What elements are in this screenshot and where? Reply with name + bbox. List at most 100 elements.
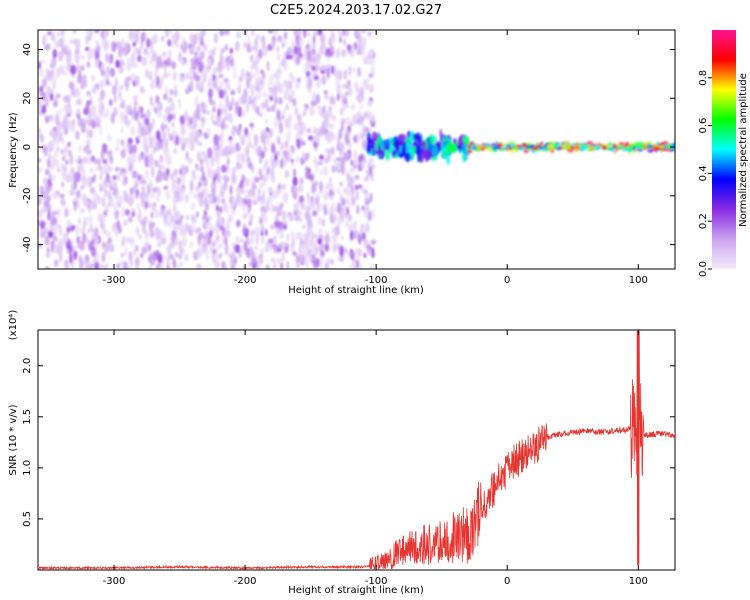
spectrogram-blob-803 <box>283 51 287 57</box>
spectrogram-blob-1557 <box>212 99 216 107</box>
spectrogram-blob-2252 <box>221 265 227 269</box>
spectrogram-blob-1783 <box>170 100 173 110</box>
spectrogram-blob-1282 <box>73 250 78 261</box>
spectrogram-blob-1407 <box>149 95 153 106</box>
spectrogram-blob-1884 <box>354 81 359 90</box>
spectrogram-blob-1488 <box>53 100 58 108</box>
spectrogram-blob-2519 <box>385 143 391 151</box>
spectrogram-blob-696 <box>357 66 361 78</box>
spectrogram-blob-1198 <box>43 33 48 43</box>
spectrogram-blob-1062 <box>50 216 55 226</box>
spectrogram-blob-1410 <box>276 189 281 195</box>
spectrogram-blob-580 <box>265 264 270 269</box>
spectrogram-blob-0 <box>161 50 167 58</box>
spectrogram-blob-1782 <box>367 53 373 60</box>
spectrogram-blob-1727 <box>103 246 107 252</box>
spectrogram-blob-1968 <box>82 156 89 164</box>
spectrogram-blob-1768 <box>47 140 53 149</box>
spectrogram-blob-1956 <box>132 30 137 42</box>
spectrogram-blob-1792 <box>225 94 229 105</box>
spectrogram-blob-1894 <box>74 53 80 65</box>
spectrogram-blob-26 <box>318 154 325 160</box>
spectrogram-blob-1808 <box>163 185 169 190</box>
spectrogram-blob-630 <box>212 106 216 113</box>
spectrogram-blob-2059 <box>126 146 130 152</box>
spectrogram-blob-828 <box>329 96 335 105</box>
spectrogram-blob-3044 <box>509 146 512 151</box>
spectrogram-blob-2100 <box>81 193 87 203</box>
spectrogram-blob-2297 <box>60 149 64 155</box>
spectrogram-blob-2415 <box>419 154 424 163</box>
spectrogram-blob-1764 <box>235 105 239 114</box>
spectrogram-blob-1899 <box>149 192 155 199</box>
spectrogram-blob-3001 <box>522 149 530 153</box>
spectrogram-blob-2271 <box>192 115 198 124</box>
spectrogram-frame <box>37 29 676 270</box>
spectrogram-blob-1613 <box>118 202 121 209</box>
spectrogram-blob-2207 <box>240 68 246 79</box>
spectrogram-blob-2235 <box>128 196 134 207</box>
spectrogram-blob-2206 <box>50 163 54 170</box>
spectrogram-blob-1779 <box>75 224 80 236</box>
spectrogram-blob-800 <box>293 168 296 178</box>
spectrogram-blob-529 <box>351 103 356 111</box>
spectrogram-blob-920 <box>244 127 248 136</box>
spectrogram-blob-2257 <box>192 37 196 49</box>
spectrogram-blob-503 <box>124 245 127 257</box>
spectrogram-blob-797 <box>148 70 153 81</box>
spectrogram-blob-2084 <box>350 195 356 206</box>
spectrogram-blob-2263 <box>45 184 51 194</box>
spectrogram-blob-2243 <box>46 43 51 50</box>
spectrogram-blob-501 <box>288 94 293 104</box>
spectrogram-blob-1186 <box>232 195 236 207</box>
spectrogram-blob-1265 <box>296 138 301 148</box>
spectrogram-blob-1654 <box>261 34 265 42</box>
spectrogram-blob-2887 <box>632 149 637 153</box>
spectrogram-blob-1012 <box>312 210 318 217</box>
spectrogram-blob-2281 <box>42 78 47 89</box>
spectrogram-blob-1132 <box>189 241 194 249</box>
spectrogram-blob-1058 <box>300 201 306 211</box>
spectrogram-blob-1755 <box>207 236 211 245</box>
spectrogram-blob-1683 <box>335 161 342 171</box>
spectrogram-blob-2934 <box>617 145 622 150</box>
spectrogram-blob-1745 <box>115 172 120 180</box>
spectrogram-blob-1989 <box>79 208 85 214</box>
spectrogram-blob-889 <box>146 38 151 48</box>
spectrogram-blob-1359 <box>320 49 325 56</box>
spectrogram-blob-1051 <box>179 136 185 146</box>
spectrogram-blob-2102 <box>293 123 299 130</box>
spectrogram-blob-312 <box>352 67 357 73</box>
spectrogram-blob-2183 <box>314 134 320 143</box>
spectrogram-blob-781 <box>173 112 176 121</box>
spectrogram-blob-1861 <box>147 159 153 168</box>
spectrogram-blob-1983 <box>115 41 122 50</box>
spectrogram-blob-2155 <box>271 37 276 49</box>
spectrogram-blob-1470 <box>97 95 104 104</box>
spectrogram-blob-1527 <box>166 256 171 265</box>
spectrogram-blob-2197 <box>122 180 126 186</box>
spectrogram-blob-2090 <box>123 50 128 57</box>
spectrogram-blob-2261 <box>70 88 74 96</box>
spectrogram-blob-335 <box>171 122 175 128</box>
spectrogram-blob-1756 <box>330 123 335 130</box>
spectrogram-blob-1978 <box>214 266 220 269</box>
spectrogram-blob-1717 <box>147 122 153 133</box>
spectrogram-blob-2161 <box>287 46 293 56</box>
spectrogram-blob-477 <box>144 68 149 79</box>
spectrogram-blob-1951 <box>120 252 125 258</box>
spectrogram-blob-557 <box>101 252 106 263</box>
spectrogram-blob-2158 <box>349 167 353 174</box>
spectrogram-blob-77 <box>165 190 171 200</box>
spectrogram-blob-1270 <box>368 127 373 132</box>
spectrogram-blob-1927 <box>104 30 107 38</box>
spectrogram-blob-2154 <box>61 198 66 207</box>
snr-x-tick-label: 0 <box>504 576 510 587</box>
spectrogram-blob-2163 <box>38 91 43 96</box>
spectrogram-blob-2138 <box>323 204 327 217</box>
spectrogram-blob-1890 <box>351 250 355 262</box>
spectrogram-blob-218 <box>342 30 346 37</box>
spectrogram-blob-836 <box>268 87 275 93</box>
spectrogram-blob-1705 <box>311 243 317 254</box>
spectrogram-blob-2929 <box>492 149 498 153</box>
